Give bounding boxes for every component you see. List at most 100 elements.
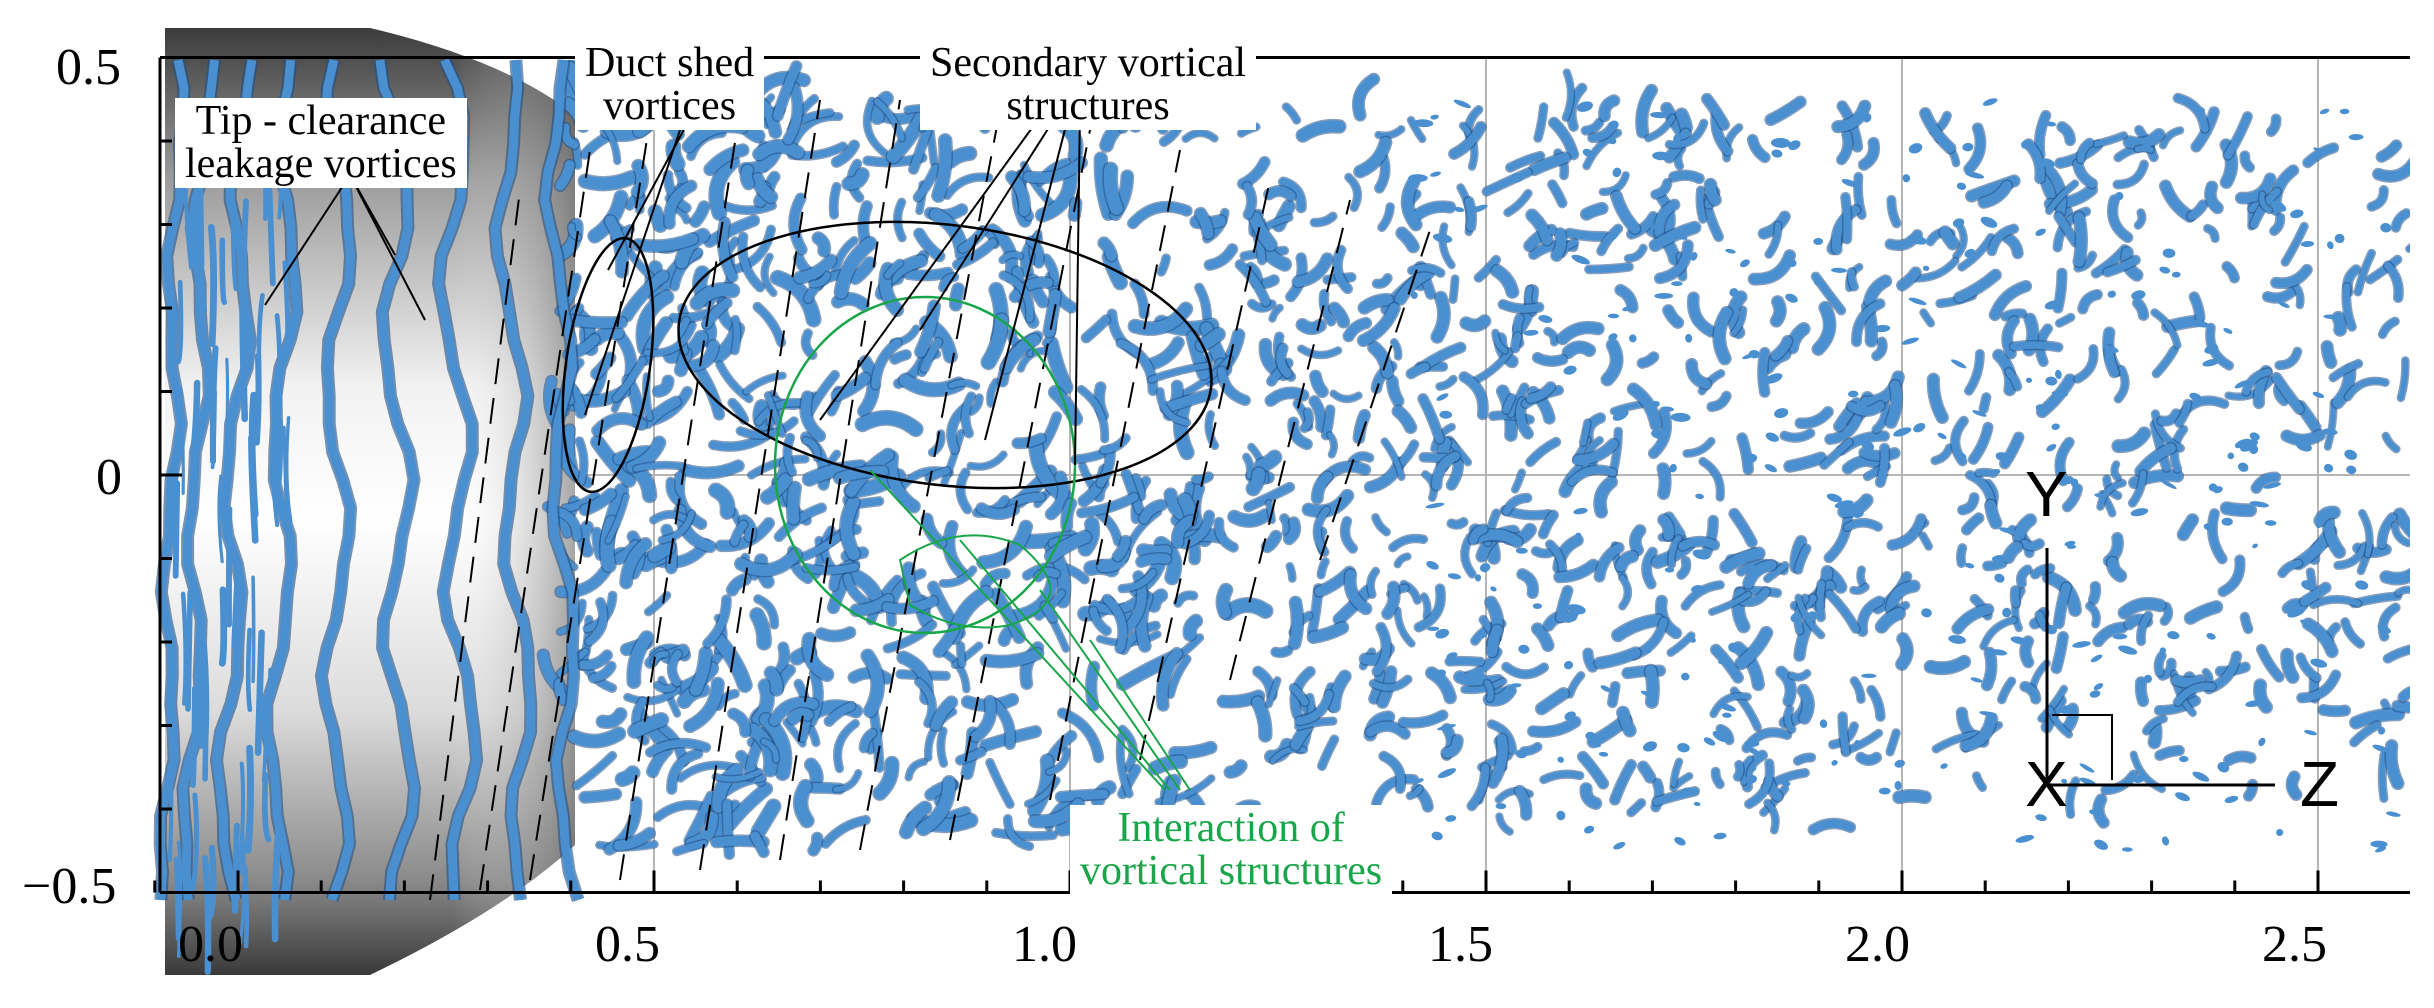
vortex-speck — [2213, 486, 2223, 494]
vortex-worm — [589, 662, 616, 683]
vortex-worm — [1885, 380, 1902, 428]
vortex-worm — [1396, 227, 1419, 252]
vortex-worm — [1089, 607, 1111, 635]
tip-vortex-streak — [245, 627, 253, 713]
vortex-worm — [1389, 535, 1427, 551]
vortex-worm — [2137, 612, 2152, 645]
tip-vortex-streak — [253, 352, 262, 446]
vortex-worm — [1395, 607, 1415, 647]
vortex-worm — [2086, 602, 2100, 628]
vortex-speck — [1970, 677, 1983, 683]
vortex-speck — [2386, 811, 2401, 817]
vortex-worm — [771, 271, 821, 327]
interaction-ring — [898, 534, 1051, 629]
vortex-worm — [1312, 471, 1333, 504]
vortex-speck — [1980, 216, 1998, 228]
vortex-worm — [1172, 515, 1196, 548]
vortex-worm — [941, 430, 964, 486]
vortex-worm — [1979, 393, 1990, 413]
vortex-worm — [2251, 473, 2280, 493]
vortex-speck — [2066, 544, 2077, 549]
vortex-worm-shadow — [2405, 243, 2410, 254]
vortex-worm — [1710, 693, 1751, 717]
vortex-speck — [1629, 334, 1637, 343]
vortex-worm — [1046, 471, 1069, 519]
vortex-worm — [2062, 704, 2078, 733]
vortex-worm — [2314, 507, 2340, 526]
vortex-speck — [2224, 795, 2239, 803]
vortex-speck — [2051, 423, 2060, 430]
vortex-speck — [1764, 373, 1783, 384]
vortex-worm — [1149, 755, 1187, 775]
tip-vortex-streak — [190, 379, 201, 456]
vortex-worm — [800, 391, 825, 441]
vortex-worm — [2334, 542, 2368, 569]
vortex-worm — [1887, 196, 1901, 227]
vortex-worm — [1467, 763, 1490, 810]
vortex-worm — [2318, 705, 2350, 716]
vortex-worm — [999, 271, 1034, 323]
vortex-worm — [1638, 761, 1655, 783]
vortex-worm — [1688, 292, 1716, 337]
vortex-speck — [2007, 372, 2015, 379]
vortex-worm — [882, 596, 938, 614]
vortex-worm — [568, 727, 625, 747]
vortex-worm — [1669, 171, 1704, 183]
vortex-worm — [1636, 85, 1657, 138]
tip-vortex-band — [212, 59, 257, 902]
vortex-worm — [1006, 171, 1030, 217]
vortex-worm — [1036, 170, 1077, 222]
vortex-worm — [578, 650, 612, 670]
vortex-worm — [920, 338, 943, 373]
vortex-worm — [1450, 275, 1459, 303]
vortex-worm — [1666, 120, 1707, 148]
vortex-speck — [1608, 120, 1619, 130]
vortex-speck — [1902, 174, 1911, 183]
vortex-speck — [1642, 647, 1652, 654]
vortex-speck — [2072, 641, 2091, 648]
vortex-worm — [789, 193, 807, 255]
tip-vortex-streak — [251, 575, 256, 684]
vortex-worm — [2119, 598, 2166, 619]
vortex-speck — [1851, 508, 1864, 518]
vortex-speck — [2010, 636, 2028, 645]
vortex-worm — [1205, 244, 1237, 270]
vortex-worm — [1771, 336, 1793, 361]
duct-shed-label-line2: vortices — [603, 82, 737, 129]
vortex-worm — [1838, 494, 1873, 518]
vortex-worm — [2002, 316, 2019, 358]
vortex-worm — [677, 762, 737, 782]
vortex-speck — [2143, 674, 2152, 684]
vortex-speck — [1964, 248, 1976, 258]
vortex-worm — [1098, 237, 1117, 262]
tip-vortex-streak — [207, 224, 218, 348]
secondary-structures-label-line2: structures — [1006, 82, 1170, 129]
vortex-worm — [1265, 677, 1280, 707]
vortex-speck — [1403, 677, 1410, 683]
vortex-worm — [1025, 777, 1060, 807]
vortex-worm — [1113, 536, 1131, 562]
dashed-guide-line — [1049, 149, 1181, 801]
vortex-speck — [1819, 719, 1828, 728]
vortex-speck — [1999, 527, 2019, 535]
vortex-speck — [1692, 318, 1699, 325]
vortex-speck — [1865, 472, 1877, 478]
vortex-worm — [1615, 285, 1638, 313]
vortex-worm — [1365, 721, 1410, 739]
vortex-worm — [787, 708, 814, 725]
vortex-worm — [900, 801, 931, 839]
vortex-speck — [2377, 726, 2386, 735]
vortex-speck — [2258, 737, 2266, 747]
vortex-worm — [1696, 187, 1707, 223]
vortex-worm — [2270, 213, 2284, 235]
vortex-speck — [2290, 209, 2304, 219]
tip-vortex-band — [178, 59, 219, 901]
vortex-worm — [728, 225, 775, 274]
vortex-speck — [2221, 517, 2233, 526]
vortex-worm — [1483, 168, 1532, 196]
vortex-worm — [1042, 254, 1059, 286]
vortex-speck — [1863, 113, 1872, 123]
vortex-worm — [1028, 754, 1054, 817]
vortex-speck — [1680, 672, 1690, 681]
